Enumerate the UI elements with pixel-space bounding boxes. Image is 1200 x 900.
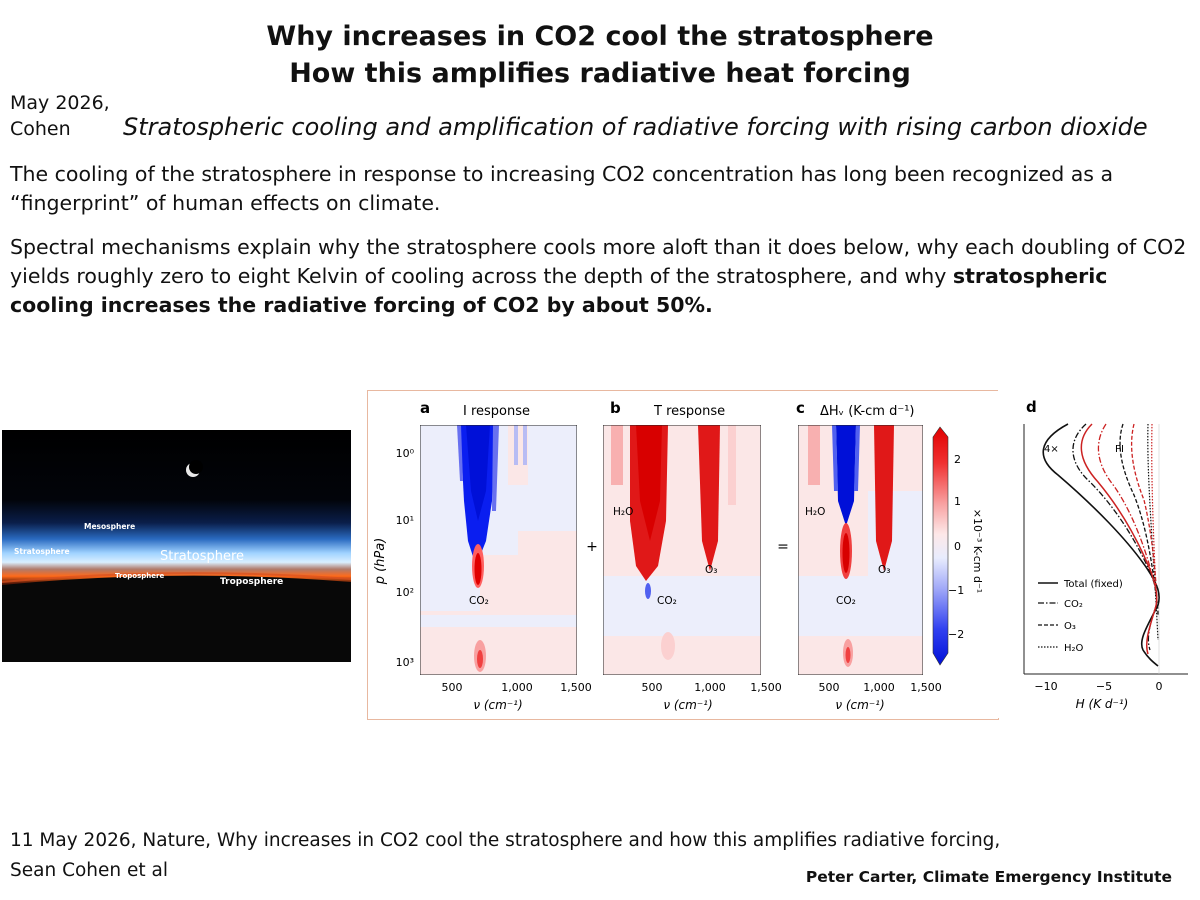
panel-c-letter: c	[796, 399, 805, 417]
panel-c-x-tick-3: 1,500	[910, 681, 942, 694]
legend-o3: O₃	[1064, 621, 1076, 632]
panel-b-h2o-label: H₂O	[613, 506, 633, 518]
panel-d-letter: d	[1026, 398, 1037, 416]
paragraph-2-text: Spectral mechanisms explain why the stra…	[10, 235, 1187, 288]
y-tick-1: 10⁰	[396, 447, 415, 460]
y-tick-2: 10¹	[396, 514, 414, 527]
curve-label-pi: PI	[1115, 444, 1124, 455]
label-stratosphere-small: Stratosphere	[14, 547, 70, 556]
title-line-1: Why increases in CO2 cool the stratosphe…	[266, 21, 934, 52]
paragraph-2-bold: stratospheric cooling increases the radi…	[10, 264, 1108, 317]
equals-operator: =	[777, 539, 789, 555]
curve-o3-pi	[1131, 423, 1157, 586]
panel-b-co2-label: CO₂	[657, 595, 677, 607]
panel-a-letter: a	[420, 399, 430, 417]
panel-d-x-tick-3: 0	[1156, 680, 1163, 693]
colorbar-tick-5: −2	[948, 628, 964, 641]
citation: 11 May 2026, Nature, Why increases in CO…	[10, 826, 1110, 886]
colorbar-tick-1: 2	[954, 453, 961, 466]
panel-a-title: I response	[463, 404, 530, 419]
label-mesosphere: Mesosphere	[84, 522, 135, 531]
curve-co2-4x	[1072, 423, 1158, 651]
title-line-2: How this amplifies radiative heat forcin…	[289, 58, 911, 89]
panel-c-x-label: ν (cm⁻¹)	[835, 698, 884, 712]
spectral-figure: a I response b T response c ΔHᵥ (K-cm d⁻…	[367, 390, 999, 720]
colorbar-tick-2: 1	[954, 495, 961, 508]
panel-c-plot	[798, 425, 923, 675]
panel-b-letter: b	[610, 399, 621, 417]
legend-h2o: H₂O	[1064, 643, 1084, 654]
panel-d-x-tick-2: −5	[1096, 680, 1112, 693]
curve-o3-4x	[1119, 423, 1159, 616]
panel-c-o3-label: O₃	[878, 564, 890, 576]
y-tick-4: 10³	[396, 656, 414, 669]
panel-d-x-tick-1: −10	[1034, 680, 1057, 693]
panel-b-x-label: ν (cm⁻¹)	[663, 698, 712, 712]
curve-h2o-pi	[1151, 423, 1157, 591]
panel-b-title: T response	[653, 404, 725, 419]
citation-line-1: 11 May 2026, Nature, Why increases in CO…	[10, 830, 1001, 851]
panel-b-x-tick-3: 1,500	[750, 681, 782, 694]
curve-co2-pi	[1097, 423, 1153, 575]
label-troposphere-small: Troposphere	[115, 572, 164, 580]
colorbar: 2 1 0 −1 −2 ×10⁻³ K-cm d⁻¹	[932, 426, 984, 666]
panel-a-co2-label: CO₂	[469, 595, 489, 607]
panel-a-x-tick-1: 500	[442, 681, 463, 694]
page-title: Why increases in CO2 cool the stratosphe…	[0, 18, 1200, 92]
colorbar-tick-4: −1	[948, 584, 964, 597]
panel-b-x-tick-1: 500	[642, 681, 663, 694]
legend-co2: CO₂	[1064, 599, 1083, 610]
citation-line-2: Sean Cohen et al	[10, 860, 169, 881]
credit: Peter Carter, Climate Emergency Institut…	[805, 868, 1172, 886]
curve-total-4x	[1042, 423, 1160, 667]
paragraph-1: The cooling of the stratosphere in respo…	[10, 162, 1114, 215]
atmosphere-photo: Mesosphere Stratosphere Stratosphere Tro…	[2, 430, 351, 662]
y-axis-label: p (hPa)	[373, 538, 388, 586]
panel-b-o3-label: O₃	[705, 564, 717, 576]
curve-total-pi	[1080, 423, 1158, 655]
label-troposphere-large: Troposphere	[220, 577, 283, 587]
subtitle: Stratospheric cooling and amplification …	[123, 113, 1148, 141]
date-author: May 2026, Cohen	[10, 90, 110, 142]
panel-c-title: ΔHᵥ (K-cm d⁻¹)	[820, 404, 915, 419]
panel-c-co2-label: CO₂	[836, 595, 856, 607]
paragraph-2: Spectral mechanisms explain why the stra…	[10, 233, 1195, 320]
panel-c-x-tick-2: 1,000	[863, 681, 895, 694]
plus-operator: +	[586, 539, 598, 555]
panel-d-x-label: H (K d⁻¹)	[1076, 697, 1129, 711]
date: May 2026,	[10, 92, 110, 114]
label-stratosphere-large: Stratosphere	[160, 549, 244, 564]
panel-d-legend: Total (fixed) CO₂ O₃ H₂O	[1038, 579, 1123, 654]
panel-b-x-tick-2: 1,000	[694, 681, 726, 694]
curve-label-4x: 4×	[1044, 444, 1059, 455]
panel-c-x-tick-1: 500	[819, 681, 840, 694]
colorbar-label: ×10⁻³ K-cm d⁻¹	[971, 509, 984, 593]
legend-total: Total (fixed)	[1063, 579, 1123, 590]
y-tick-3: 10²	[396, 586, 414, 599]
panel-a-x-tick-3: 1,500	[560, 681, 592, 694]
author-short: Cohen	[10, 118, 71, 140]
panel-b-plot	[603, 425, 761, 675]
panel-c-h2o-label: H₂O	[805, 506, 825, 518]
panel-d-figure: d 4× PI Total (fixed) CO₂ O₃ H₂O −10 −5	[998, 390, 1192, 718]
panel-a-x-tick-2: 1,000	[501, 681, 533, 694]
moon-icon	[186, 460, 203, 477]
panel-a-x-label: ν (cm⁻¹)	[473, 698, 522, 712]
colorbar-tick-3: 0	[954, 540, 961, 553]
panel-a-plot	[420, 425, 577, 675]
